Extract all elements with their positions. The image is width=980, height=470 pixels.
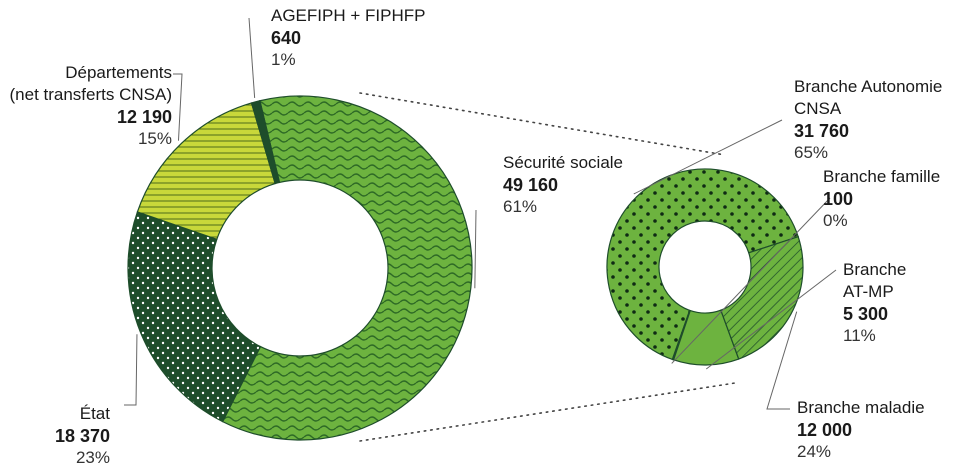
slice-name: Départements (net transferts CNSA) — [9, 63, 173, 104]
slice-percent: 11% — [843, 326, 876, 345]
slice-name: Branche famille — [823, 167, 941, 186]
slice-percent: 24% — [797, 442, 832, 461]
label-departements: Départements (net transferts CNSA) 12 19… — [10, 62, 173, 150]
slice-value: 640 — [271, 28, 302, 48]
leader-line-agefiph-fiphfp — [248, 17, 256, 98]
slice-agefiph-fiphfp — [250, 100, 281, 185]
slice-value: 12 000 — [797, 420, 853, 440]
slice-percent: 1% — [271, 50, 296, 69]
slice-name: Branche AT-MP — [843, 260, 907, 301]
slice-percent: 65% — [794, 143, 829, 162]
slice-percent: 15% — [137, 129, 172, 148]
leader-line-branche-maladie — [766, 311, 798, 410]
slice-etat — [127, 211, 262, 423]
label-branche-famille: Branche famille 100 0% — [823, 166, 940, 232]
slice-name: État — [79, 404, 110, 423]
label-etat: État 18 370 23% — [55, 403, 110, 469]
slice-percent: 0% — [823, 211, 848, 230]
slice-value: 18 370 — [54, 426, 110, 446]
label-branche-at-mp: Branche AT-MP 5 300 11% — [843, 259, 906, 347]
connector-line-bottom — [359, 382, 736, 442]
slice-value: 49 160 — [503, 175, 559, 195]
slice-name: Branche maladie — [797, 398, 925, 417]
slice-value: 31 760 — [794, 121, 850, 141]
slice-percent: 23% — [75, 448, 110, 467]
leader-line-branche-autonomie-cnsa — [633, 119, 783, 195]
leader-line-branche-at-mp — [705, 269, 837, 370]
slice-branche-maladie — [720, 235, 804, 360]
slice-name: Sécurité sociale — [503, 153, 624, 172]
slice-value: 100 — [823, 189, 854, 209]
slice-value: 5 300 — [843, 304, 889, 324]
label-agefiph: AGEFIPH + FIPHFP 640 1% — [271, 5, 425, 71]
slice-branche-autonomie-cnsa — [606, 168, 799, 361]
slice-percent: 61% — [503, 197, 538, 216]
slice-name: AGEFIPH + FIPHFP — [271, 6, 426, 25]
slice-securite-sociale — [221, 95, 473, 441]
label-branche-autonomie: Branche Autonomie CNSA 31 760 65% — [794, 76, 942, 164]
label-securite-sociale: Sécurité sociale 49 160 61% — [503, 152, 623, 218]
leader-line-branche-famille — [671, 197, 831, 364]
leader-line-etat — [124, 334, 138, 406]
slice-value: 12 190 — [116, 107, 172, 127]
slice-branche-at-mp — [672, 309, 740, 366]
label-branche-maladie: Branche maladie 12 000 24% — [797, 397, 925, 463]
leader-line-securite-sociale — [474, 209, 477, 289]
slice-name: Branche Autonomie CNSA — [794, 77, 943, 118]
leader-line-departements-net-transferts-cnsa — [173, 73, 183, 141]
